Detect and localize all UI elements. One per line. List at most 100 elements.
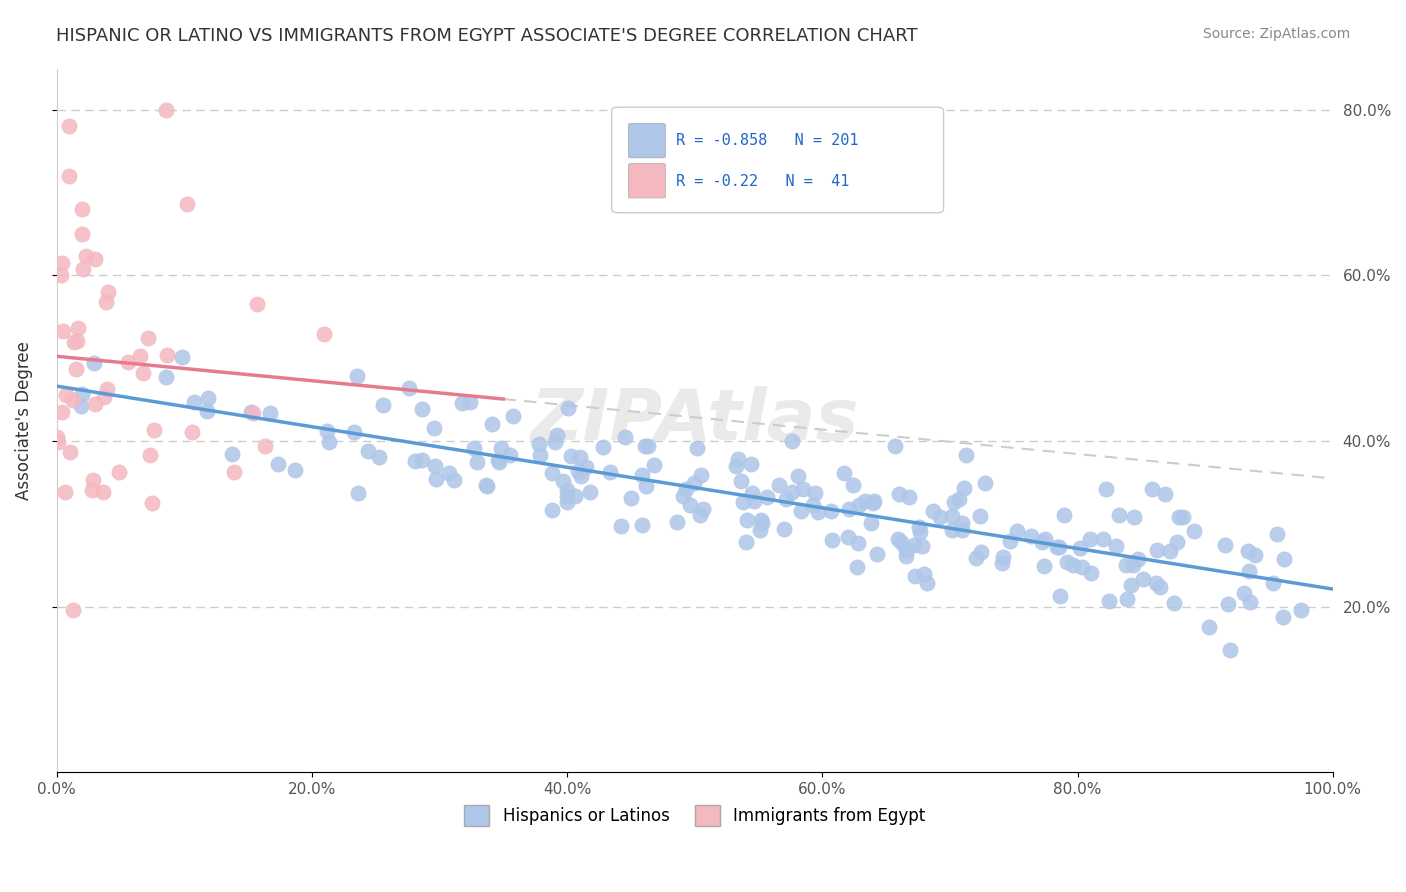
Point	[733, 495, 755, 509]
Point	[672, 489, 695, 503]
Point	[1237, 544, 1260, 558]
Point	[1261, 575, 1284, 590]
Point	[62, 334, 84, 349]
Point	[72, 262, 94, 277]
Point	[551, 474, 574, 488]
Point	[970, 545, 993, 559]
Point	[834, 466, 856, 480]
Point	[1049, 589, 1071, 603]
Point	[1115, 592, 1137, 607]
Point	[768, 478, 790, 492]
Point	[613, 430, 636, 444]
Point	[346, 369, 368, 384]
Point	[312, 327, 335, 342]
Point	[735, 535, 758, 549]
Point	[1108, 508, 1130, 522]
Point	[1232, 586, 1254, 600]
Point	[557, 401, 579, 415]
Point	[749, 523, 772, 537]
Point	[1163, 596, 1185, 610]
Point	[863, 493, 886, 508]
Point	[756, 490, 779, 504]
Point	[1122, 510, 1144, 524]
Point	[773, 522, 796, 536]
Point	[575, 459, 598, 474]
Point	[780, 485, 803, 500]
Point	[952, 481, 974, 495]
Point	[1031, 534, 1053, 549]
Point	[52, 324, 75, 338]
Point	[242, 406, 264, 420]
Point	[564, 489, 586, 503]
Point	[80, 483, 103, 498]
Point	[955, 448, 977, 462]
Point	[143, 423, 166, 437]
Point	[83, 252, 105, 266]
Point	[821, 533, 844, 547]
Point	[284, 463, 307, 477]
Point	[1047, 541, 1070, 555]
Point	[1289, 603, 1312, 617]
Point	[692, 502, 714, 516]
Point	[75, 249, 97, 263]
Point	[170, 350, 193, 364]
Point	[357, 444, 380, 458]
Point	[488, 455, 510, 469]
Point	[790, 504, 813, 518]
Point	[568, 450, 591, 464]
Point	[592, 440, 614, 454]
Point	[1213, 538, 1236, 552]
Point	[859, 516, 882, 530]
Point	[555, 483, 578, 497]
Point	[1239, 595, 1261, 609]
Point	[911, 539, 934, 553]
Point	[1080, 566, 1102, 581]
Point	[1267, 527, 1289, 541]
Point	[481, 417, 503, 432]
Point	[631, 468, 654, 483]
Point	[991, 556, 1014, 570]
Point	[259, 406, 281, 420]
Point	[820, 504, 842, 518]
Point	[842, 478, 865, 492]
Point	[786, 469, 808, 483]
Point	[46, 430, 69, 444]
Point	[53, 485, 76, 500]
Point	[1218, 597, 1240, 611]
Point	[998, 533, 1021, 548]
Point	[950, 516, 973, 531]
Point	[96, 382, 118, 396]
Point	[689, 468, 711, 483]
Point	[1032, 559, 1054, 574]
Point	[742, 493, 765, 508]
Point	[1149, 580, 1171, 594]
Point	[437, 466, 460, 480]
Point	[1053, 508, 1076, 522]
FancyBboxPatch shape	[612, 107, 943, 213]
Point	[458, 395, 481, 409]
Point	[93, 390, 115, 404]
Point	[546, 428, 568, 442]
Point	[343, 425, 366, 439]
Point	[1167, 510, 1189, 524]
Point	[318, 434, 340, 449]
Point	[904, 569, 927, 583]
Point	[1198, 620, 1220, 634]
Point	[969, 509, 991, 524]
Point	[887, 487, 910, 501]
Point	[599, 465, 621, 479]
Point	[48, 434, 70, 449]
Point	[62, 393, 84, 408]
Point	[741, 485, 763, 500]
Point	[675, 483, 697, 497]
Point	[897, 490, 920, 504]
Point	[883, 440, 905, 454]
Point	[55, 388, 77, 402]
Point	[66, 334, 89, 348]
Point	[846, 536, 869, 550]
Point	[70, 202, 93, 217]
Point	[83, 356, 105, 370]
Point	[922, 504, 945, 518]
Text: R = -0.858   N = 201: R = -0.858 N = 201	[675, 134, 858, 148]
Point	[1272, 552, 1295, 566]
